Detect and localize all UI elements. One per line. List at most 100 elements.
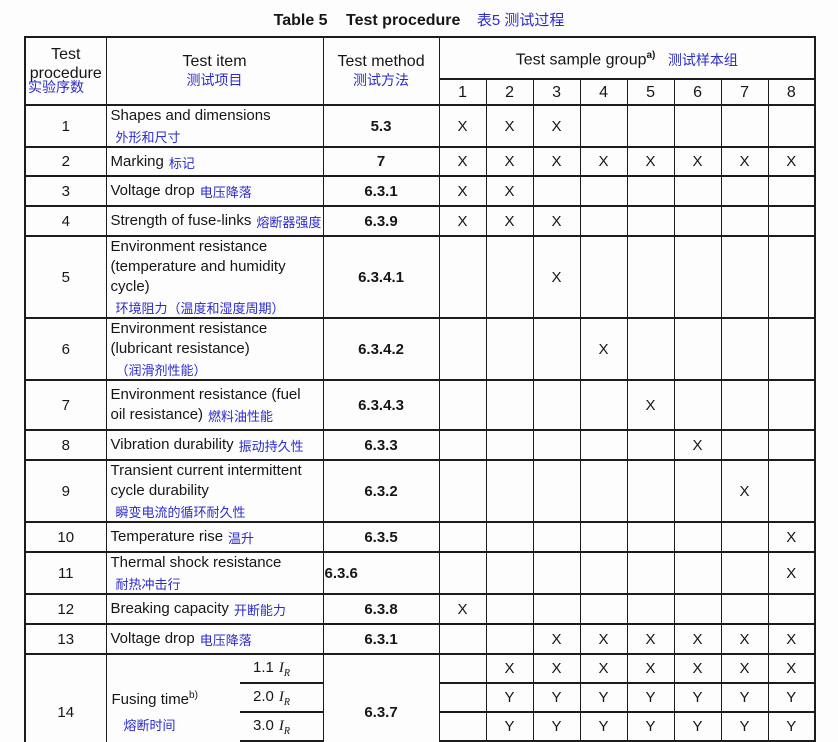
table-row: 5 Environment resistance (temperature and …: [24, 235, 816, 319]
sample-mark: [767, 104, 816, 148]
sample-mark: [579, 551, 628, 595]
sample-mark: [626, 175, 675, 207]
sample-mark: [673, 379, 722, 431]
header-test-method-label-zh: 测试方法: [353, 72, 410, 88]
sample-mark: [673, 205, 722, 237]
sample-mark: [579, 593, 628, 625]
sample-mark: X: [438, 146, 487, 177]
sample-mark: X: [626, 146, 675, 177]
test-item-text: cycle)环境阻力（温度和湿度周期）: [110, 278, 285, 316]
sample-mark: X: [767, 146, 816, 177]
sample-mark: [767, 235, 816, 319]
sample-mark: X: [532, 623, 581, 655]
sample-mark: [767, 593, 816, 625]
sample-mark: [626, 593, 675, 625]
sample-mark: [485, 623, 534, 655]
sample-mark: [673, 593, 722, 625]
sample-mark: Y: [579, 682, 628, 713]
rated-current-subscript: R: [283, 725, 290, 737]
row-number: 9: [24, 459, 107, 523]
header-sample-group-2: 2: [485, 78, 534, 106]
test-method: 6.3.1: [322, 175, 440, 207]
sample-mark: [673, 521, 722, 553]
test-method: 6.3.1: [322, 623, 440, 655]
sample-mark: [485, 593, 534, 625]
sample-mark: [438, 459, 487, 523]
test-item: Environment resistance (temperature and h…: [105, 235, 324, 319]
test-item-text: Marking: [110, 152, 164, 170]
sample-mark: Y: [767, 682, 816, 713]
test-item-text: Environment resistance (fuel: [110, 386, 301, 403]
header-test-sample-group-label-zh: 测试样本组: [667, 51, 738, 68]
test-item-text-zh: 外形和尺寸: [115, 130, 181, 145]
test-item-text: Environment resistance: [110, 238, 268, 255]
sample-mark: [720, 521, 769, 553]
sample-mark: [532, 317, 581, 381]
sample-mark: X: [485, 653, 534, 684]
sample-mark: X: [485, 175, 534, 207]
sample-mark: [720, 593, 769, 625]
sample-mark: [438, 235, 487, 319]
sample-mark: X: [673, 429, 722, 461]
test-item-text-zh: 燃料油性能: [208, 409, 274, 424]
header-row-main: Test procedure 实验序数 Test item 测试项目 Test …: [24, 36, 816, 106]
test-method: 6.3.4.2: [322, 317, 440, 381]
test-item: Transient current intermittent cycle dura…: [105, 459, 324, 523]
sample-mark: [485, 317, 534, 381]
row-number: 13: [24, 623, 107, 655]
header-sample-group-4: 4: [579, 78, 628, 106]
sample-mark: [767, 379, 816, 431]
header-test-method-label: Test method: [337, 53, 425, 70]
test-item-text: Breaking capacity: [110, 600, 229, 617]
test-method: 6.3.5: [322, 521, 440, 553]
sample-mark: [626, 551, 675, 595]
header-test-procedure-label-zh: 实验序数: [28, 79, 84, 95]
table-row: 3.0 IR Y Y Y Y Y Y Y: [25, 711, 816, 742]
table-row: 11 Thermal shock resistance 耐热冲击行 6.3.6 X: [24, 551, 816, 595]
test-method: 6.3.4.3: [322, 379, 440, 431]
sample-mark: [673, 235, 722, 319]
sample-mark: X: [626, 653, 675, 684]
sample-mark: X: [720, 653, 769, 684]
sample-mark: X: [720, 146, 769, 177]
sample-mark: [720, 379, 769, 431]
test-item-text: Shapes and dimensions: [110, 107, 271, 124]
sample-mark: [579, 379, 628, 431]
test-item: Strength of fuse-links 熔断器强度: [105, 205, 324, 237]
sample-mark: Y: [485, 682, 534, 713]
sample-mark: X: [626, 379, 675, 431]
test-item-text-zh: 环境阻力（温度和湿度周期）: [115, 301, 285, 316]
test-item-text: Thermal shock resistance: [110, 554, 282, 571]
table-title-text: Test procedure: [346, 12, 461, 29]
table-row: 4 Strength of fuse-links 熔断器强度 6.3.9 X X X: [24, 205, 816, 237]
row-number: 1: [24, 104, 107, 148]
sample-mark: [485, 235, 534, 319]
row-number: 11: [24, 551, 107, 595]
row-number: 8: [24, 429, 107, 461]
sample-mark: [485, 459, 534, 523]
sample-mark: [579, 175, 628, 207]
ratio-multiplier: 2.0: [253, 687, 274, 705]
sample-mark: [579, 429, 628, 461]
table-title: Table 5 Test procedure 表5 测试过程: [24, 9, 814, 30]
sample-mark: X: [673, 623, 722, 655]
test-item-text: Voltage drop: [110, 182, 195, 199]
header-test-sample-group: Test sample groupa) 测试样本组: [438, 36, 816, 80]
sample-mark: [720, 429, 769, 461]
sample-mark: [767, 429, 816, 461]
sample-mark: [579, 104, 628, 148]
sample-mark: [626, 429, 675, 461]
sample-mark: [438, 711, 487, 742]
table-header: Test procedure 实验序数 Test item 测试项目 Test …: [24, 36, 816, 106]
table-row: 14 Fusing timeb) 熔断时间 1.1 IR 6.3.7 X X X X X X X: [24, 653, 816, 742]
sample-mark: [438, 379, 487, 431]
sample-mark: [626, 317, 675, 381]
header-sample-group-6: 6: [673, 78, 722, 106]
row-number: 6: [24, 317, 107, 381]
rated-current-subscript: R: [283, 696, 290, 708]
sample-mark: [720, 317, 769, 381]
test-item-text-zh: （润滑剂性能）: [115, 363, 207, 378]
test-method: 6.3.6: [322, 551, 440, 595]
sample-mark: [485, 521, 534, 553]
table-row: 10 Temperature rise 温升 6.3.5 X: [24, 521, 816, 553]
